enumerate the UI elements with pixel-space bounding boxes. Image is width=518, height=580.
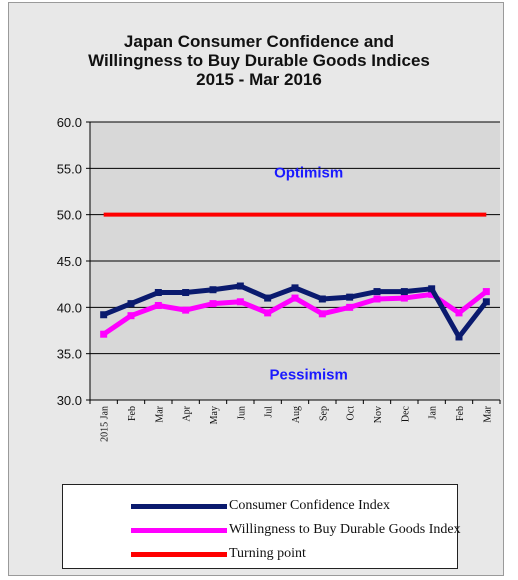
- x-tick-label: 2015 Jan: [100, 406, 111, 442]
- legend-label-willingness: Willingness to Buy Durable Goods Index: [229, 522, 461, 537]
- data-point-willingness: [318, 310, 326, 318]
- x-tick-label: Mar: [154, 405, 165, 422]
- data-point-consumer-confidence: [455, 333, 463, 341]
- data-point-willingness: [182, 306, 190, 314]
- legend-label-turning-point: Turning point: [229, 546, 306, 561]
- legend-item-consumer-confidence: Consumer Confidence Index: [63, 497, 457, 515]
- y-tick-label: 50.0: [57, 208, 82, 223]
- x-tick-label: Feb: [455, 406, 466, 421]
- data-point-willingness: [400, 294, 408, 302]
- x-tick-label: Jun: [236, 406, 247, 420]
- data-point-willingness: [100, 330, 108, 338]
- chart-title-line-2: Willingness to Buy Durable Goods Indices: [88, 51, 430, 70]
- data-point-willingness: [482, 288, 490, 296]
- legend-swatch-turning-point: [131, 552, 227, 557]
- data-point-willingness: [455, 309, 463, 317]
- chart-title: Japan Consumer Confidence and Willingnes…: [0, 32, 518, 89]
- y-tick-label: 35.0: [57, 347, 82, 362]
- x-tick-label: Jul: [264, 406, 275, 418]
- legend-item-turning-point: Turning point: [63, 545, 457, 563]
- data-point-consumer-confidence: [209, 286, 217, 294]
- data-point-willingness: [291, 294, 299, 302]
- x-tick-label: Feb: [127, 406, 138, 421]
- x-tick-label: May: [209, 406, 220, 424]
- x-tick-label: Sep: [318, 406, 329, 421]
- y-tick-label: 40.0: [57, 300, 82, 315]
- data-point-willingness: [127, 312, 135, 320]
- data-point-consumer-confidence: [346, 293, 354, 301]
- legend-item-willingness: Willingness to Buy Durable Goods Index: [63, 521, 461, 539]
- data-point-consumer-confidence: [154, 289, 162, 297]
- annotation-pessimism: Pessimism: [269, 367, 347, 384]
- y-tick-label: 55.0: [57, 161, 82, 176]
- legend-label-consumer-confidence: Consumer Confidence Index: [229, 498, 390, 513]
- data-point-consumer-confidence: [428, 285, 436, 293]
- x-tick-label: Dec: [400, 405, 411, 422]
- chart-title-line-1: Japan Consumer Confidence and: [123, 32, 395, 51]
- data-point-consumer-confidence: [318, 295, 326, 303]
- x-tick-label: Aug: [291, 406, 302, 423]
- legend-swatch-willingness: [131, 528, 227, 533]
- chart-legend: Consumer Confidence Index Willingness to…: [62, 484, 461, 569]
- data-point-consumer-confidence: [236, 282, 244, 290]
- x-tick-label: Nov: [373, 406, 384, 423]
- data-point-consumer-confidence: [373, 288, 381, 296]
- y-tick-label: 45.0: [57, 254, 82, 269]
- data-point-willingness: [236, 298, 244, 306]
- data-point-willingness: [154, 301, 162, 309]
- data-point-consumer-confidence: [127, 300, 135, 308]
- data-point-consumer-confidence: [482, 298, 490, 306]
- data-point-willingness: [346, 303, 354, 311]
- y-tick-label: 30.0: [57, 393, 82, 408]
- data-point-willingness: [264, 309, 272, 317]
- x-tick-label: Mar: [482, 405, 493, 422]
- x-tick-label: Jan: [428, 406, 439, 419]
- x-tick-label: Apr: [182, 405, 193, 421]
- legend-swatch-consumer-confidence: [131, 504, 227, 509]
- data-point-willingness: [209, 300, 217, 308]
- data-point-consumer-confidence: [182, 289, 190, 297]
- annotation-optimism: Optimism: [274, 165, 343, 182]
- data-point-willingness: [373, 295, 381, 303]
- data-point-consumer-confidence: [400, 288, 408, 296]
- data-point-willingness: [428, 290, 436, 298]
- y-tick-label: 60.0: [57, 115, 82, 130]
- x-tick-label: Oct: [346, 406, 357, 421]
- data-point-consumer-confidence: [100, 311, 108, 319]
- data-point-consumer-confidence: [264, 294, 272, 302]
- data-point-consumer-confidence: [291, 284, 299, 292]
- chart-title-line-3: 2015 - Mar 2016: [196, 70, 322, 89]
